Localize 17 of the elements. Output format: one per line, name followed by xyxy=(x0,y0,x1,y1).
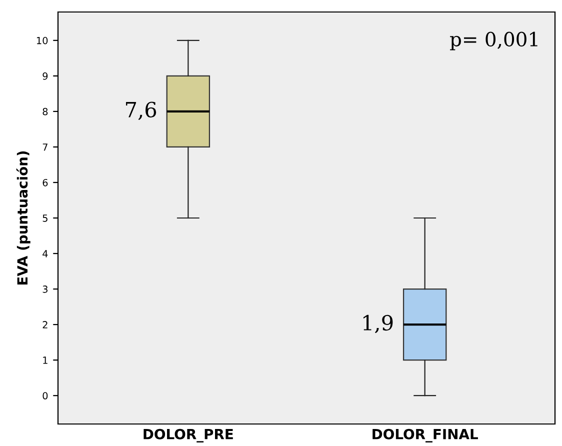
annotation: p= 0,001 xyxy=(450,32,538,50)
y-tick-label: 7 xyxy=(42,144,48,151)
y-tick-label: 1 xyxy=(43,356,48,364)
x-tick-label: DOLOR_FINAL xyxy=(372,428,478,442)
y-tick-label: 8 xyxy=(42,108,48,116)
y-tick-label: 9 xyxy=(42,72,48,80)
x-tick-label: DOLOR_PRE xyxy=(144,428,233,442)
y-tick-label: 2 xyxy=(42,321,48,328)
annotation: 1,9 xyxy=(363,314,393,334)
y-axis-title: EVA (puntuación) xyxy=(16,151,30,285)
y-tick-label: 4 xyxy=(42,250,48,258)
y-tick-label: 0 xyxy=(42,392,48,400)
y-tick-label: 6 xyxy=(42,178,48,186)
y-tick-label: 3 xyxy=(42,286,48,293)
y-tick-label: 5 xyxy=(42,214,48,222)
annotation: 7,6 xyxy=(126,102,156,120)
y-tick-label: 10 xyxy=(36,36,48,44)
